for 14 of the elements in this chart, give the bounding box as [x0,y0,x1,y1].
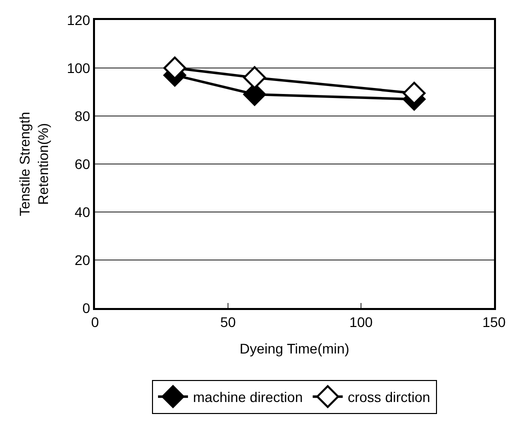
x-tick-label: 50 [220,314,236,330]
y-tick-label: 60 [74,156,90,172]
legend-label: cross dirction [348,389,430,406]
x-tick-label: 150 [482,314,506,330]
legend-label: machine direction [193,389,303,406]
y-tick-label: 0 [82,300,90,316]
y-tick-label: 40 [74,204,90,220]
y-tick-label: 80 [74,108,90,124]
y-tick-label: 120 [66,12,90,28]
x-axis-title: Dyeing Time(min) [240,340,350,357]
y-tick-label: 100 [66,60,90,76]
y-tick-label: 20 [74,252,90,268]
y-axis-title: Tenstile Strength Retention(%) [16,112,51,216]
x-tick-label: 100 [349,314,373,330]
